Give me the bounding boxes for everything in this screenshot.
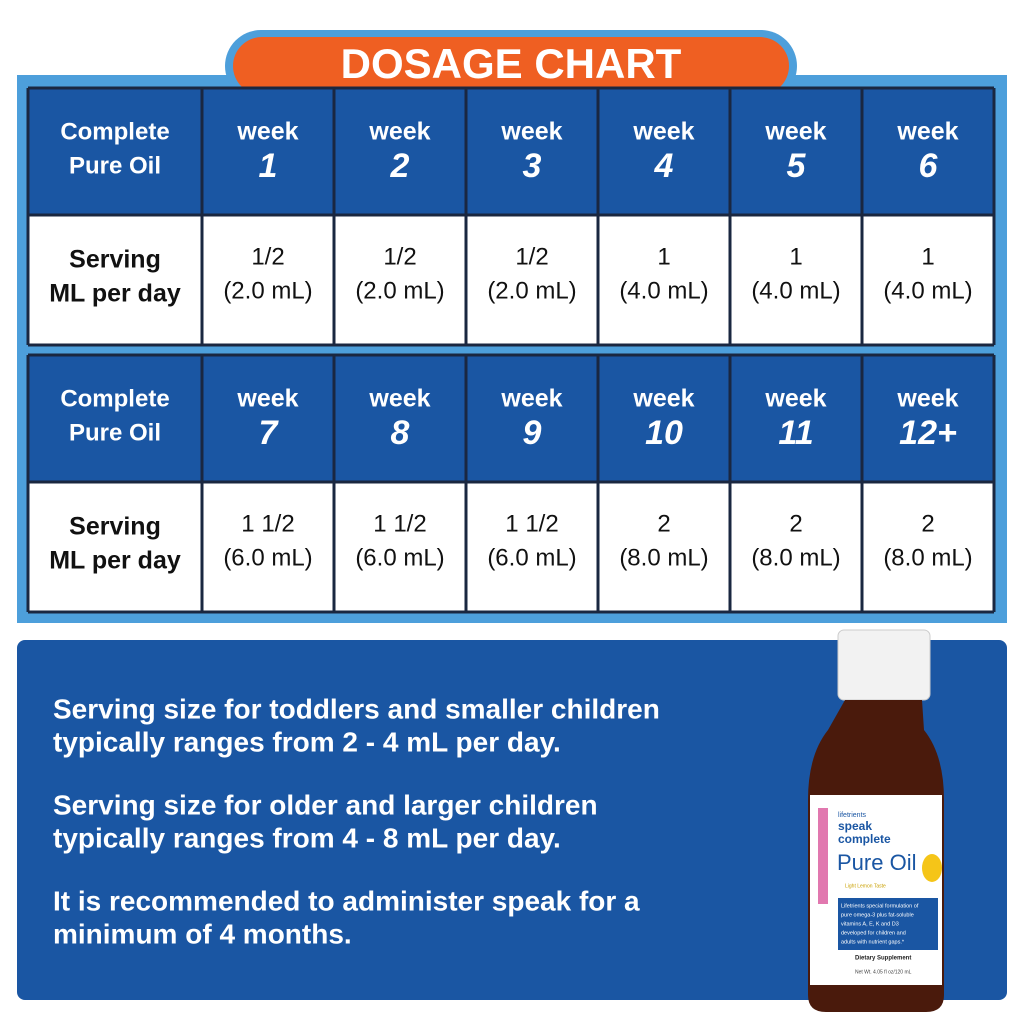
serving-amount: 1/2 <box>383 243 416 270</box>
serving-amount: 1 1/2 <box>373 510 426 537</box>
week-word: week <box>500 385 562 413</box>
description: vitamins A, E, K and D3 <box>841 921 899 927</box>
week-number: 6 <box>919 147 939 185</box>
serving-amount: 1 <box>921 243 934 270</box>
week-word: week <box>632 385 694 413</box>
serving-ml: (8.0 mL) <box>883 544 972 571</box>
header-label: Complete <box>60 118 169 145</box>
serving-label: Serving <box>69 513 161 541</box>
header-row <box>28 88 994 215</box>
week-number: 3 <box>523 147 542 185</box>
serving-amount: 2 <box>921 510 934 537</box>
description: adults with nutrient gaps.* <box>841 939 905 945</box>
description: developed for children and <box>841 930 906 936</box>
net-weight: Net Wt. 4.05 fl oz/120 mL <box>855 969 912 975</box>
serving-label: ML per day <box>49 280 181 308</box>
oil-drop <box>922 854 942 882</box>
note-text: typically ranges from 2 - 4 mL per day. <box>53 726 561 757</box>
week-word: week <box>764 385 826 413</box>
week-number: 2 <box>390 147 410 185</box>
week-number: 9 <box>523 414 542 452</box>
week-word: week <box>236 385 298 413</box>
note-text: Serving size for toddlers and smaller ch… <box>53 693 660 724</box>
serving-amount: 1 1/2 <box>505 510 558 537</box>
serving-ml: (2.0 mL) <box>487 277 576 304</box>
serving-label: ML per day <box>49 547 181 575</box>
header-label: Pure Oil <box>69 419 161 446</box>
serving-ml: (4.0 mL) <box>883 277 972 304</box>
description: pure omega-3 plus fat-soluble <box>841 912 914 918</box>
week-word: week <box>632 118 694 146</box>
serving-row <box>28 215 994 345</box>
serving-row <box>28 482 994 612</box>
week-word: week <box>500 118 562 146</box>
serving-ml: (6.0 mL) <box>355 544 444 571</box>
serving-ml: (2.0 mL) <box>355 277 444 304</box>
week-number: 7 <box>259 414 280 452</box>
line1: speak <box>838 819 872 833</box>
week-number: 1 <box>259 147 278 185</box>
week-word: week <box>896 385 958 413</box>
product-name: Pure Oil <box>837 850 916 875</box>
week-word: week <box>764 118 826 146</box>
note-text: It is recommended to administer speak fo… <box>53 885 640 916</box>
serving-ml: (4.0 mL) <box>619 277 708 304</box>
header-label: Pure Oil <box>69 152 161 179</box>
bottle-cap <box>837 629 931 701</box>
serving-ml: (2.0 mL) <box>223 277 312 304</box>
note-text: typically ranges from 4 - 8 mL per day. <box>53 822 561 853</box>
serving-amount: 1/2 <box>515 243 548 270</box>
serving-amount: 2 <box>657 510 670 537</box>
header-row <box>28 355 994 482</box>
week-number: 8 <box>391 414 410 452</box>
week-number: 11 <box>778 414 813 452</box>
week-word: week <box>896 118 958 146</box>
serving-amount: 2 <box>789 510 802 537</box>
label-box <box>838 898 938 950</box>
serving-ml: (6.0 mL) <box>223 544 312 571</box>
title-pill <box>233 37 789 95</box>
week-word: week <box>368 385 430 413</box>
week-word: week <box>236 118 298 146</box>
week-number: 12+ <box>899 414 957 452</box>
header-label: Complete <box>60 385 169 412</box>
label-stripe <box>818 808 828 904</box>
serving-ml: (8.0 mL) <box>751 544 840 571</box>
serving-amount: 1 <box>789 243 802 270</box>
serving-ml: (6.0 mL) <box>487 544 576 571</box>
line2: complete <box>838 832 891 846</box>
taste: Light Lemon Taste <box>845 883 886 889</box>
week-number: 10 <box>645 414 683 452</box>
description: Lifetrients special formulation of <box>841 903 919 909</box>
supplement: Dietary Supplement <box>855 956 911 962</box>
serving-label: Serving <box>69 246 161 274</box>
note-text: Serving size for older and larger childr… <box>53 789 598 820</box>
serving-amount: 1 1/2 <box>241 510 294 537</box>
bottle-label <box>810 795 942 985</box>
serving-ml: (8.0 mL) <box>619 544 708 571</box>
week-number: 5 <box>787 147 807 185</box>
title: DOSAGE CHART <box>341 40 682 87</box>
brand: lifetrients <box>838 812 867 819</box>
notes-panel <box>17 640 1007 1000</box>
serving-amount: 1 <box>657 243 670 270</box>
week-word: week <box>368 118 430 146</box>
serving-amount: 1/2 <box>251 243 284 270</box>
week-number: 4 <box>654 147 674 185</box>
serving-ml: (4.0 mL) <box>751 277 840 304</box>
note-text: minimum of 4 months. <box>53 918 352 949</box>
